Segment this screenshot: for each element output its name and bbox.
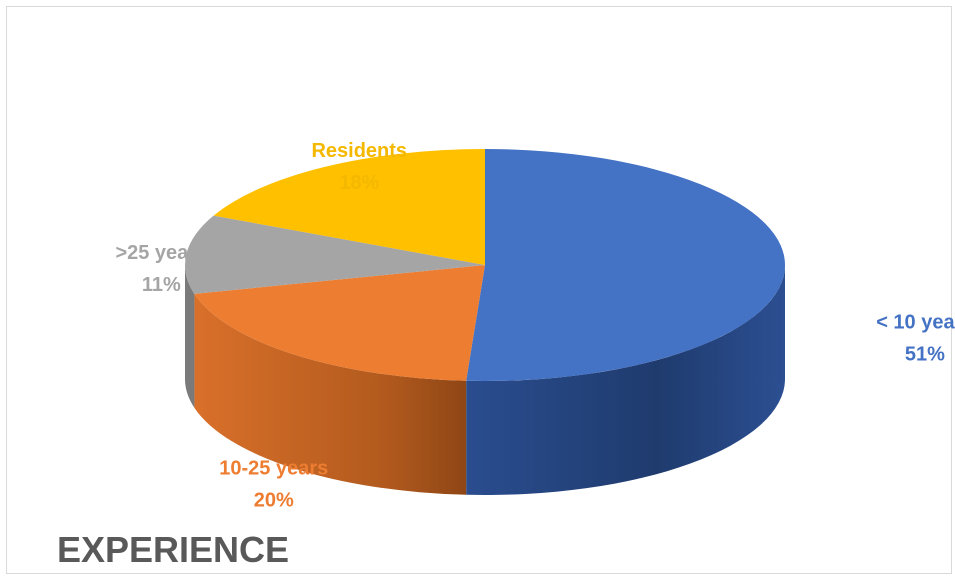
slice-label-residents: Residents 18% [311,140,407,194]
slice-category-label: >25 years [115,242,207,264]
slice-value-label: 20% [254,489,294,511]
slice-label-25-years: >25 years 11% [115,242,207,296]
slice-residents [213,149,485,265]
pie-labels: < 10 years 51% 10-25 years 20% >25 years 11% R… [115,140,955,511]
slice-side-10-25-years [194,293,467,495]
slice-10-years [466,149,786,381]
slice-category-label: 10-25 years [219,457,328,479]
slice-value-label: 18% [339,172,379,194]
slice-value-label: 51% [905,344,945,366]
slice-10-25-years [194,265,485,381]
slice-label-10-years: < 10 years 51% [876,312,955,366]
slice-category-label: < 10 years [876,312,955,334]
chart-title: EXPERIENCE [57,529,290,570]
slice-label-10-25-years: 10-25 years 20% [219,457,328,511]
slice-side-25-years [185,265,195,408]
slice-value-label: 11% [142,274,181,296]
pie-tops [185,149,786,381]
slice-side-10-years [466,265,786,495]
slice-category-label: Residents [311,140,407,162]
pie-sides [185,265,786,495]
slice-25-years [185,215,485,294]
